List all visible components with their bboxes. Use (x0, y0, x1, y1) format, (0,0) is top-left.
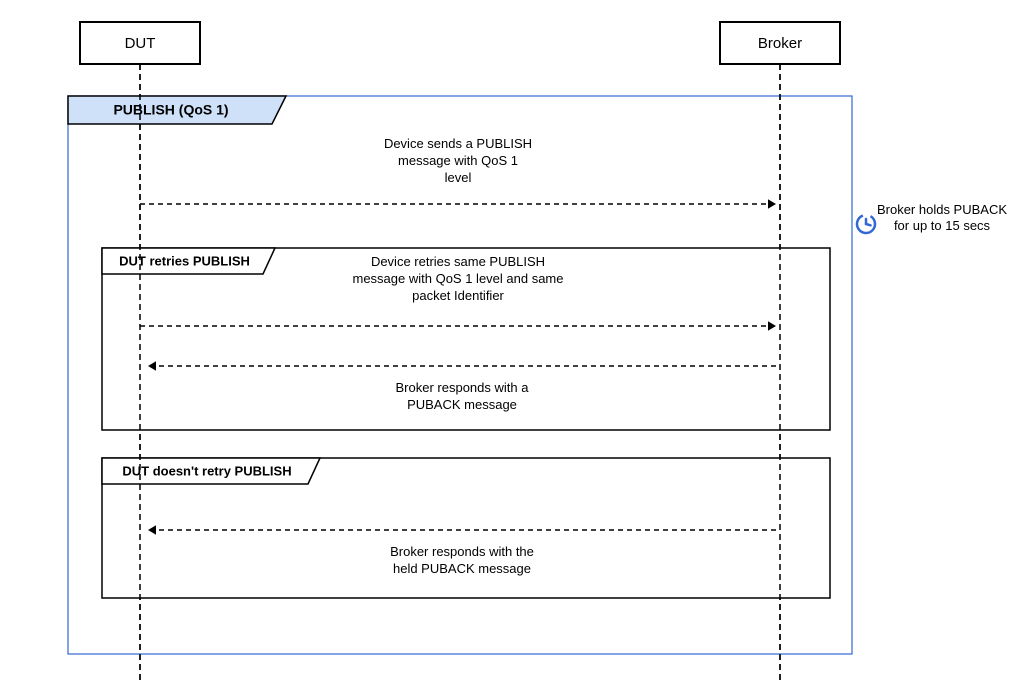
msg2-label: message with QoS 1 level and same (353, 271, 564, 286)
msg3-label: Broker responds with a (396, 380, 530, 395)
clock-icon (857, 216, 875, 233)
outer-frame-title: PUBLISH (QoS 1) (113, 102, 228, 118)
msg1-label: message with QoS 1 (398, 153, 518, 168)
inner-frame-1-title: DUT retries PUBLISH (119, 253, 250, 268)
msg4-label: Broker responds with the (390, 544, 534, 559)
msg1-label: level (445, 170, 472, 185)
sequence-diagram: PUBLISH (QoS 1) Device sends a PUBLISH mes… (0, 0, 1033, 693)
msg2-label: packet Identifier (412, 288, 504, 303)
msg3-label: PUBACK message (407, 397, 517, 412)
msg1-label: Device sends a PUBLISH (384, 136, 532, 151)
side-note-text: for up to 15 secs (894, 218, 991, 233)
inner-frame-2-title: DUT doesn't retry PUBLISH (122, 463, 291, 478)
msg4-label: held PUBACK message (393, 561, 531, 576)
participant-dut-label: DUT (125, 35, 156, 52)
participant-broker-label: Broker (758, 35, 802, 52)
msg2-label: Device retries same PUBLISH (371, 254, 545, 269)
side-note-text: Broker holds PUBACK (877, 202, 1007, 217)
